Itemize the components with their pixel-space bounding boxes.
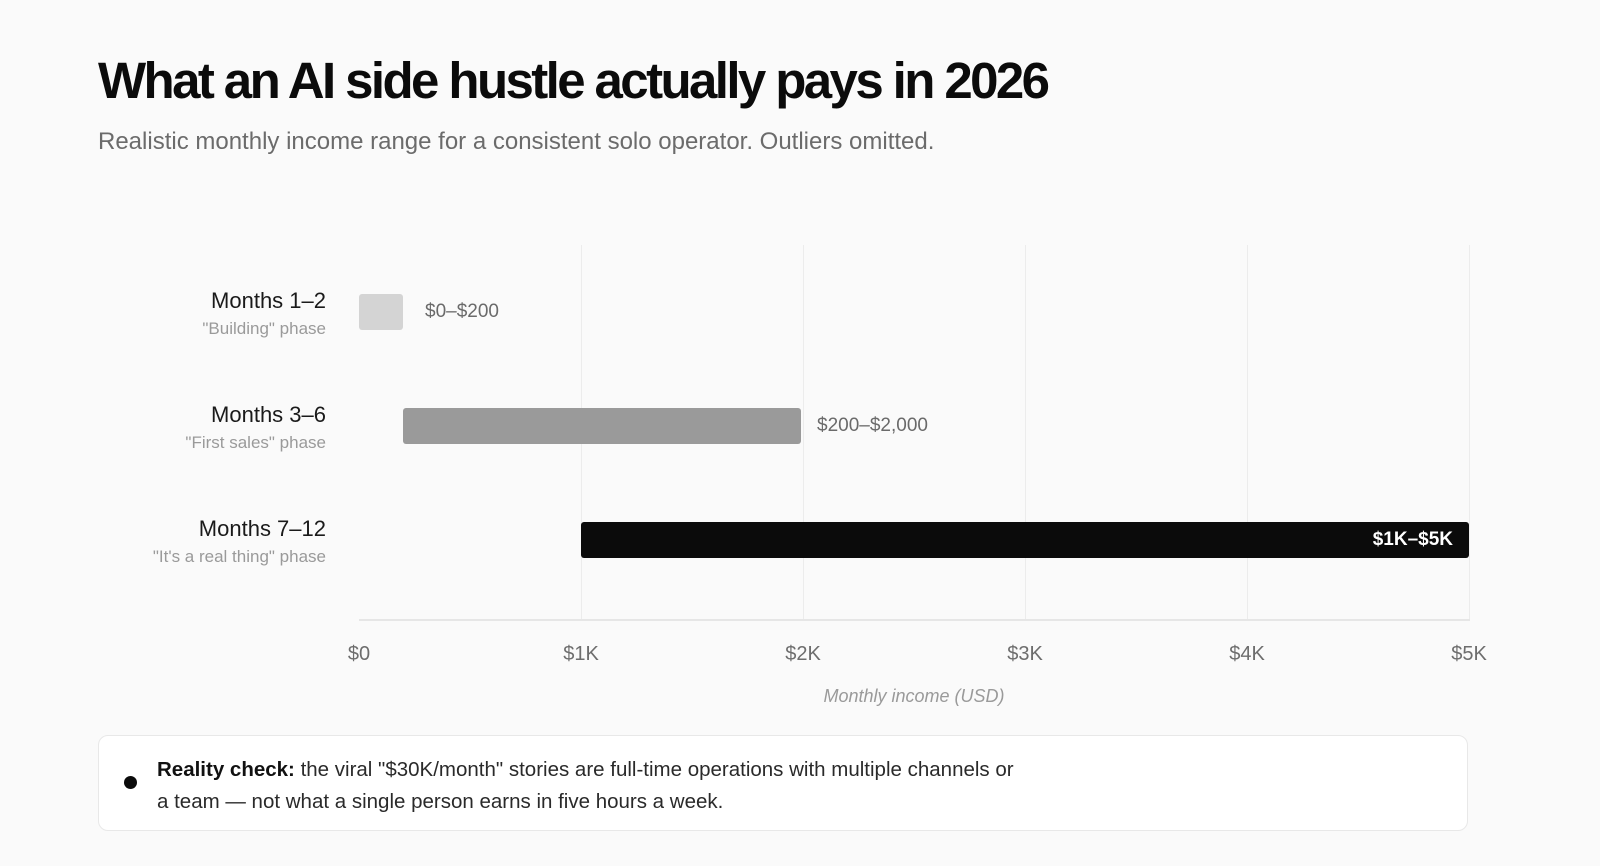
x-tick-0: $0 bbox=[347, 643, 371, 665]
x-tick-2k: $2K bbox=[785, 643, 821, 665]
gridline-2k bbox=[803, 245, 804, 620]
page-subtitle: Realistic monthly income range for a con… bbox=[98, 128, 935, 155]
gridline-5k bbox=[1469, 245, 1470, 620]
callout-text: Reality check: the viral "$30K/month" st… bbox=[157, 754, 1017, 818]
bar-value-label: $1K–$5K bbox=[1372, 529, 1453, 550]
x-axis-baseline bbox=[359, 619, 1470, 621]
x-tick-1k: $1K bbox=[563, 643, 599, 665]
row-label-months-1-2: Months 1–2 "Building" phase bbox=[202, 287, 326, 341]
row-label-months-3-6: Months 3–6 "First sales" phase bbox=[185, 401, 326, 455]
x-tick-5k: $5K bbox=[1451, 643, 1487, 665]
bar-months-1-2 bbox=[359, 294, 403, 330]
reality-check-callout: Reality check: the viral "$30K/month" st… bbox=[98, 735, 1468, 831]
x-tick-4k: $4K bbox=[1229, 643, 1265, 665]
row-phase: "First sales" phase bbox=[185, 433, 326, 452]
bar-value-label: $200–$2,000 bbox=[817, 415, 928, 436]
callout-bold-lead: Reality check: bbox=[157, 758, 295, 781]
row-phase: "It's a real thing" phase bbox=[152, 547, 326, 566]
bar-value-label: $0–$200 bbox=[425, 301, 499, 322]
gridline-3k bbox=[1025, 245, 1026, 620]
x-axis-label: Monthly income (USD) bbox=[823, 686, 1005, 706]
bar-months-7-12: $1K–$5K bbox=[581, 522, 1469, 558]
page-title: What an AI side hustle actually pays in … bbox=[98, 52, 1050, 109]
row-name: Months 7–12 bbox=[198, 516, 326, 541]
row-name: Months 1–2 bbox=[211, 288, 326, 313]
callout-body: the viral "$30K/month" stories are full-… bbox=[157, 758, 1014, 813]
x-tick-3k: $3K bbox=[1007, 643, 1043, 665]
row-phase: "Building" phase bbox=[202, 319, 326, 338]
row-label-months-7-12: Months 7–12 "It's a real thing" phase bbox=[153, 515, 326, 569]
row-name: Months 3–6 bbox=[211, 402, 326, 427]
bar-months-3-6 bbox=[403, 408, 801, 444]
gridline-4k bbox=[1247, 245, 1248, 620]
bullet-dot-icon bbox=[124, 776, 137, 789]
